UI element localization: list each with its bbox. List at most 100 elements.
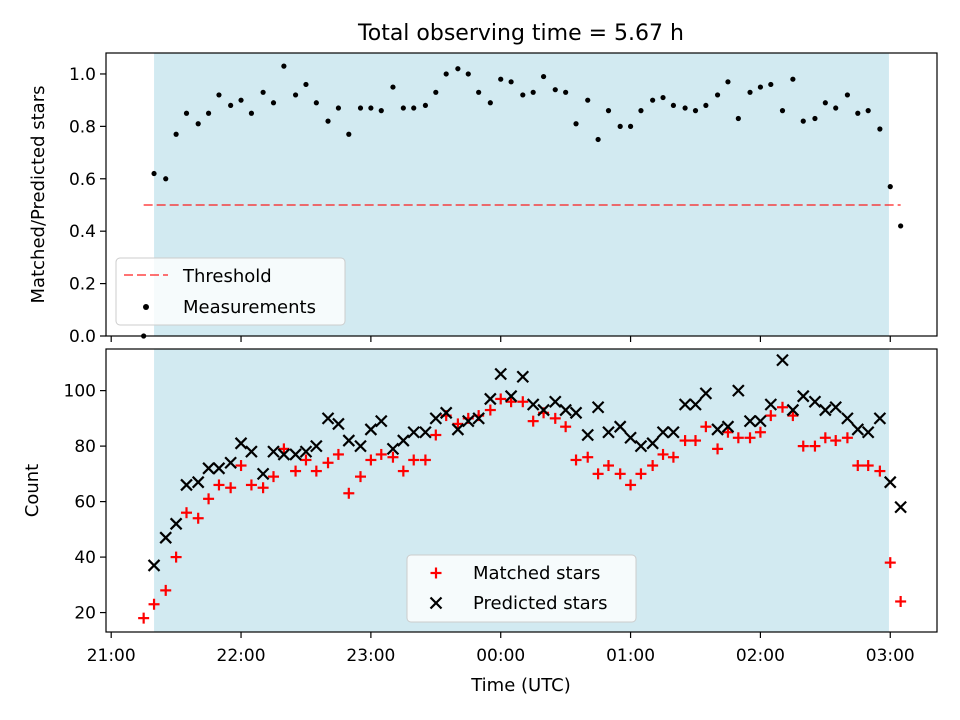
measurement-point xyxy=(390,84,396,90)
matched-star-point xyxy=(884,557,896,569)
ratio-marks xyxy=(141,63,904,339)
measurement-point xyxy=(303,81,309,88)
predicted-star-point xyxy=(829,400,842,414)
predicted-star-point xyxy=(484,392,497,406)
matched-star-point xyxy=(310,465,322,477)
marker-stroke xyxy=(299,445,313,458)
marker-stroke xyxy=(342,434,356,447)
ratio-y-tick-label: 0.2 xyxy=(69,275,96,295)
predicted-star-point xyxy=(851,423,865,436)
marker-stroke xyxy=(374,414,388,428)
predicted-star-point xyxy=(776,353,789,367)
matched-star-point xyxy=(527,415,539,427)
predicted-star-point xyxy=(667,425,680,439)
legend-matched-marker xyxy=(430,567,442,579)
matched-star-point xyxy=(819,432,831,444)
count-y-tick-label: 40 xyxy=(74,548,96,568)
matched-star-point xyxy=(809,440,821,452)
measurement-point xyxy=(573,121,579,127)
measurement-point xyxy=(368,105,374,111)
measurement-point xyxy=(422,102,429,109)
ratio-y-axis-label: Matched/Predicted stars xyxy=(28,86,49,304)
marker-stroke xyxy=(548,395,562,408)
measurement-point xyxy=(216,92,222,98)
matched-star-point xyxy=(452,418,464,430)
measurement-point xyxy=(173,131,179,137)
measurement-point xyxy=(357,105,364,111)
matched-star-point xyxy=(375,448,387,460)
measurement-point xyxy=(898,223,904,229)
predicted-star-point xyxy=(646,437,659,450)
measurement-point xyxy=(877,126,883,132)
count-x-tick-label: 22:00 xyxy=(217,646,266,666)
measurement-point xyxy=(617,123,623,129)
marker-stroke xyxy=(484,392,497,406)
measurement-point xyxy=(887,184,893,190)
predicted-star-point xyxy=(721,420,735,433)
marker-stroke xyxy=(569,406,583,420)
matched-star-point xyxy=(570,454,582,466)
marker-stroke xyxy=(883,475,897,489)
measurement-point xyxy=(465,71,471,77)
marker-stroke xyxy=(386,442,400,456)
matched-star-point xyxy=(744,432,756,444)
marker-stroke xyxy=(364,423,378,436)
matched-star-point xyxy=(874,465,886,477)
matched-star-point xyxy=(235,460,247,472)
predicted-star-point xyxy=(841,412,854,425)
measurement-point xyxy=(747,89,753,95)
predicted-star-point xyxy=(548,395,562,408)
matched-star-point xyxy=(430,429,442,441)
marker-stroke xyxy=(439,406,453,420)
ratio-y-tick-label: 0.0 xyxy=(69,327,96,347)
predicted-star-point xyxy=(656,425,670,439)
predicted-star-point xyxy=(439,406,453,420)
marker-stroke xyxy=(678,398,692,411)
matched-star-point xyxy=(852,460,864,472)
predicted-star-point xyxy=(472,412,485,425)
matched-star-point xyxy=(138,612,150,624)
predicted-star-point xyxy=(191,475,205,489)
measurement-point xyxy=(638,108,644,114)
predicted-star-point xyxy=(364,423,378,436)
ratio-y-tick-label: 0.4 xyxy=(69,222,96,242)
x-axis-label: Time (UTC) xyxy=(470,675,571,696)
matched-star-point xyxy=(732,432,744,444)
measurement-point xyxy=(595,136,601,143)
matched-star-point xyxy=(700,421,712,433)
marker-stroke xyxy=(646,437,659,450)
marker-stroke xyxy=(699,387,713,400)
count-x-tick-label: 03:00 xyxy=(866,646,915,666)
marker-stroke xyxy=(764,398,778,411)
matched-star-point xyxy=(278,443,290,455)
predicted-star-point xyxy=(732,384,745,397)
measurement-point xyxy=(378,108,384,114)
predicted-star-point xyxy=(743,414,757,428)
measurement-point xyxy=(790,76,796,82)
predicted-star-point xyxy=(224,456,237,470)
legend-matched-swatch xyxy=(430,567,442,579)
measurement-point xyxy=(530,89,536,95)
measurement-point xyxy=(498,76,504,82)
matched-star-point xyxy=(181,507,193,519)
predicted-star-point xyxy=(537,403,550,417)
marker-stroke xyxy=(819,403,832,417)
predicted-star-point xyxy=(678,398,692,411)
count-x-ticks: 21:00 22:00 23:00 00:00 01:00 02:00 03:00 xyxy=(87,632,915,666)
measurement-point xyxy=(346,131,352,137)
predicted-star-point xyxy=(764,398,778,411)
matched-star-point xyxy=(689,435,701,447)
count-x-tick-label: 01:00 xyxy=(606,646,655,666)
legend-threshold-label: Threshold xyxy=(182,266,272,287)
measurement-point xyxy=(270,100,277,106)
ratio-y-tick-label: 0.8 xyxy=(69,117,96,137)
marker-stroke xyxy=(796,389,810,403)
matched-star-point xyxy=(192,512,204,524)
measurement-point xyxy=(455,66,461,72)
measurement-point xyxy=(195,121,201,127)
predicted-star-point xyxy=(569,406,583,420)
predicted-star-point xyxy=(689,398,702,411)
marker-stroke xyxy=(310,439,323,453)
measurement-point xyxy=(627,123,634,129)
